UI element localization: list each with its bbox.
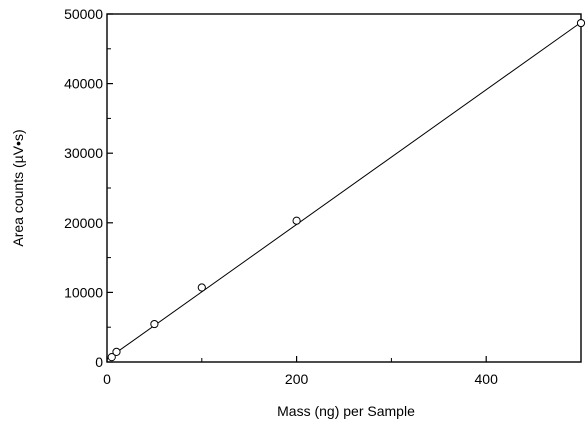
x-tick-label: 200 [285, 371, 309, 387]
y-ticks-group: 0 10000 20000 30000 40000 50000 [64, 6, 113, 370]
y-tick-label: 0 [95, 354, 103, 370]
data-point [292, 216, 301, 225]
data-point [112, 347, 121, 357]
x-axis-title: Mass (ng) per Sample [277, 403, 415, 419]
x-ticks-group: 0 200 400 [103, 356, 498, 387]
fit-line-group [106, 21, 582, 360]
data-points-group [107, 18, 586, 362]
y-tick-label: 20000 [64, 215, 103, 231]
regression-line [106, 21, 582, 360]
x-tick-label: 400 [475, 371, 499, 387]
y-axis-title: Area counts (µV•s) [10, 129, 26, 246]
data-point [107, 353, 116, 362]
plot-frame [106, 13, 582, 363]
data-point [576, 18, 586, 28]
data-point [197, 283, 206, 292]
y-tick-label: 10000 [64, 284, 103, 300]
data-point [150, 319, 159, 329]
axes-group [106, 13, 582, 363]
y-tick-label: 40000 [64, 76, 103, 92]
x-tick-label: 0 [103, 371, 111, 387]
y-tick-label: 50000 [64, 6, 103, 22]
y-tick-label: 30000 [64, 145, 103, 161]
